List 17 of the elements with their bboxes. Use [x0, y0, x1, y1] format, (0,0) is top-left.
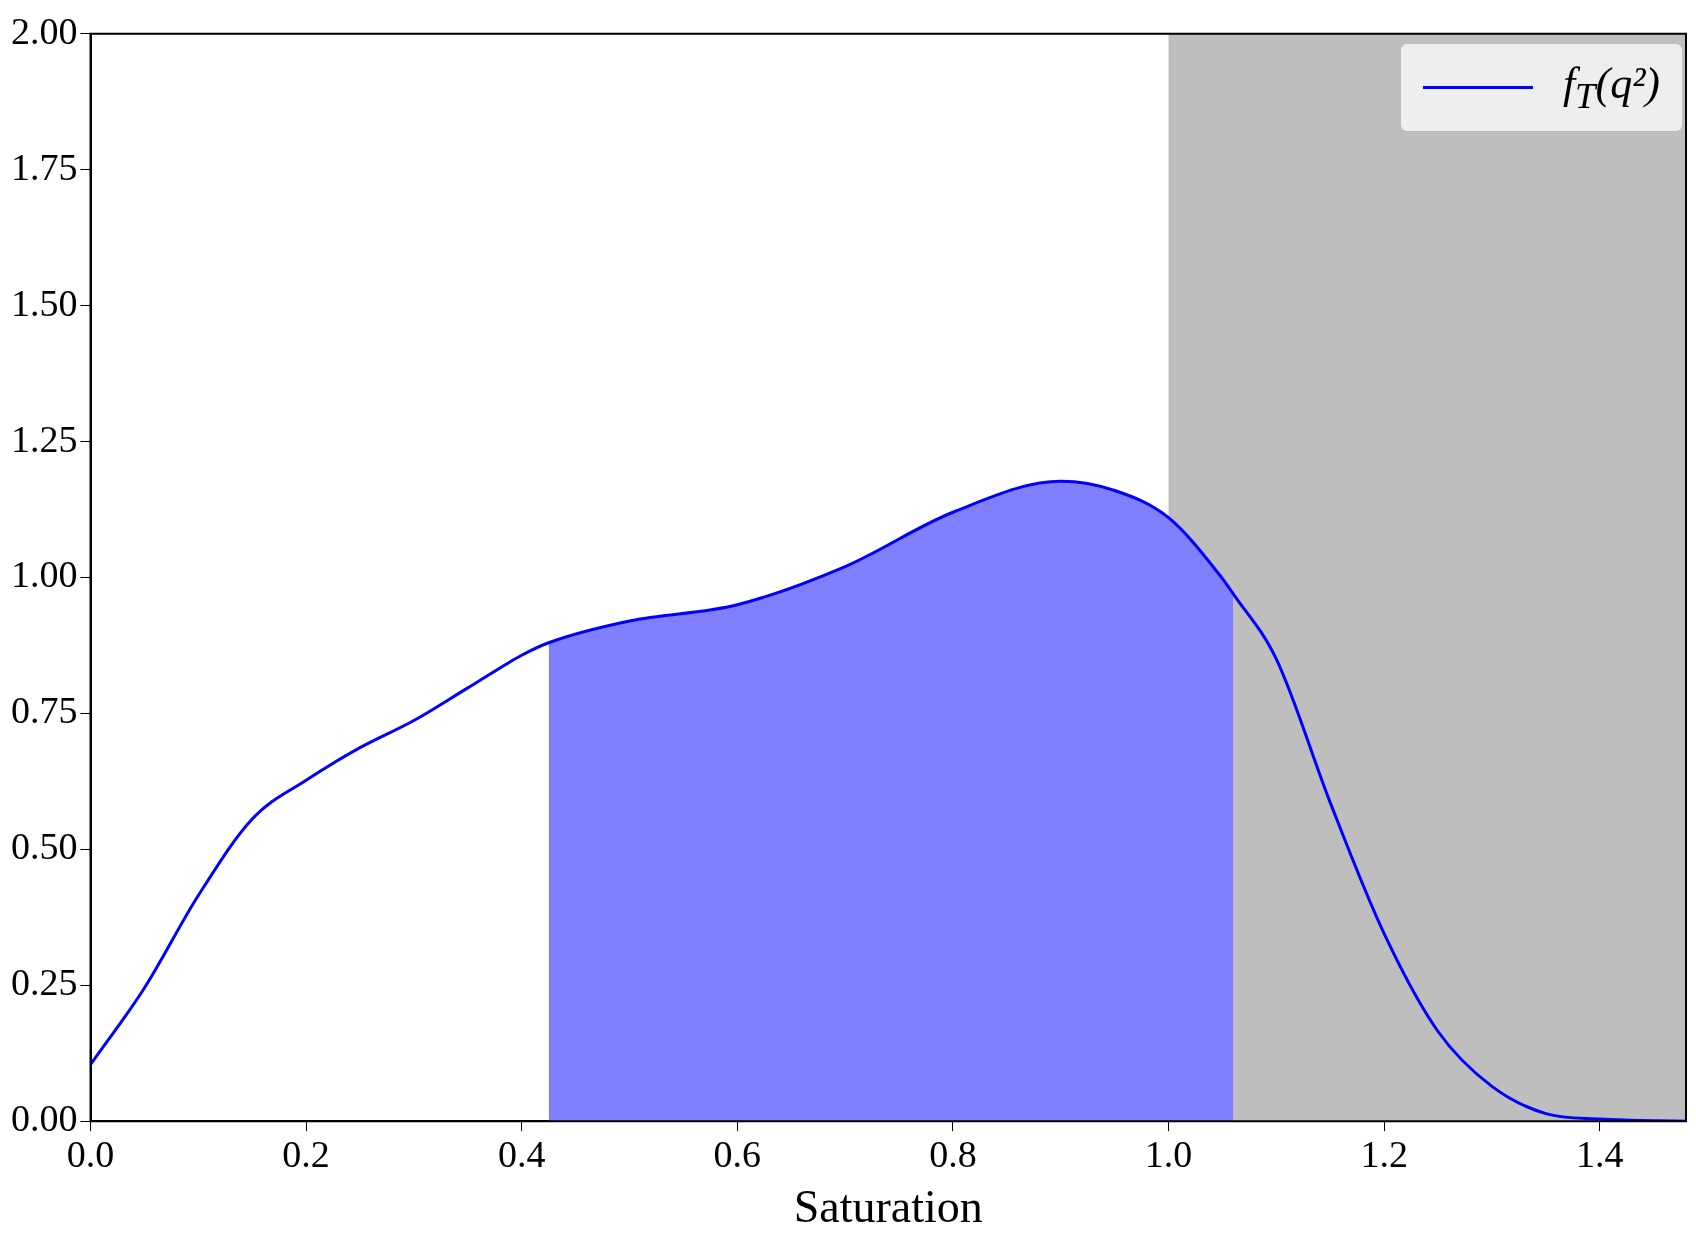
x-tick-label: 0.2: [282, 1132, 330, 1175]
x-tick-label: 0.4: [497, 1132, 546, 1175]
y-tick-label: 0.75: [11, 689, 78, 732]
x-tick-label: 0.8: [929, 1132, 977, 1175]
y-tick-label: 1.00: [11, 553, 78, 596]
x-axis-title: Saturation: [793, 1181, 983, 1233]
y-tick-label: 2.00: [11, 9, 78, 52]
x-tick-label: 1.2: [1360, 1132, 1408, 1175]
legend-label: f$_{T}$(q²): [1562, 58, 1660, 117]
y-tick-label: 0.50: [11, 825, 78, 868]
x-tick-label: 0.6: [713, 1132, 762, 1175]
y-tick-label: 1.25: [11, 417, 78, 460]
y-tick-label: 0.25: [11, 961, 78, 1004]
y-tick-label: 1.50: [11, 281, 78, 324]
x-tick-label: 1.0: [1144, 1132, 1193, 1175]
x-tick-label: 1.4: [1576, 1132, 1624, 1175]
y-tick-label: 1.75: [11, 145, 78, 188]
